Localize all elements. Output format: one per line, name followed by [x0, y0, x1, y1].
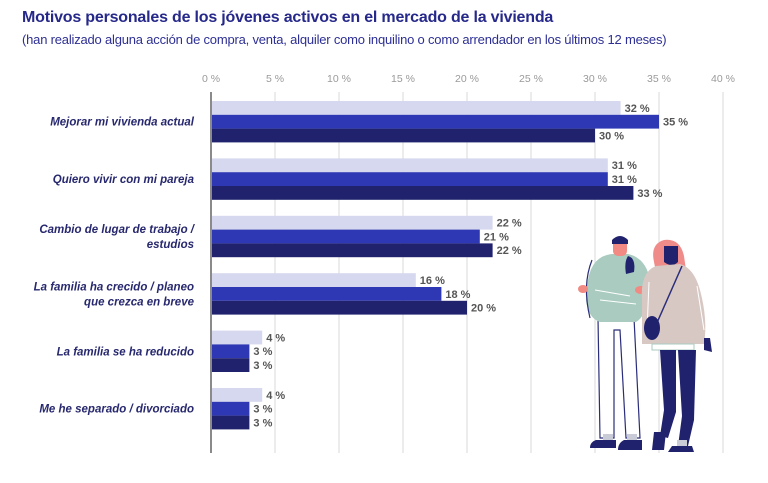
category-label: Quiero vivir con mi pareja	[53, 174, 195, 186]
data-label: 18 %	[445, 289, 470, 301]
woman-figure	[641, 239, 712, 452]
x-tick-label: 20 %	[455, 73, 479, 85]
category-label: Mejorar mi vivienda actual	[50, 117, 195, 129]
bar	[212, 358, 250, 372]
data-label: 30 %	[599, 130, 624, 142]
data-label: 3 %	[253, 404, 272, 416]
x-tick-label: 10 %	[327, 73, 351, 85]
bar	[212, 101, 621, 115]
bar	[212, 158, 608, 173]
chart-subtitle: (han realizado alguna acción de compra, …	[22, 32, 667, 47]
bars	[212, 101, 659, 430]
data-label: 21 %	[484, 231, 509, 243]
category-label: La familia se ha reducido	[57, 346, 194, 358]
data-label: 31 %	[612, 160, 637, 172]
bar	[212, 401, 250, 416]
bar	[212, 273, 416, 287]
x-tick-label: 35 %	[647, 73, 671, 85]
x-tick-label: 5 %	[266, 73, 284, 85]
bar	[212, 215, 493, 230]
category-label: que crezca en breve	[84, 296, 195, 308]
couple-illustration	[578, 236, 712, 452]
data-label: 3 %	[253, 360, 272, 372]
bar	[212, 243, 493, 258]
x-tick-label: 15 %	[391, 73, 415, 85]
data-label: 4 %	[266, 332, 285, 344]
data-label: 4 %	[266, 390, 285, 402]
category-label: Me he separado / divorciado	[39, 404, 194, 416]
category-label: estudios	[147, 239, 194, 251]
category-label: Cambio de lugar de trabajo /	[39, 224, 195, 236]
data-label: 33 %	[637, 188, 662, 200]
bar	[212, 186, 634, 200]
x-tick-label: 30 %	[583, 73, 607, 85]
chart-title: Motivos personales de los jóvenes activo…	[22, 9, 554, 26]
bar	[212, 287, 442, 301]
data-label: 3 %	[253, 346, 272, 358]
gridlines: 0 % 5 % 10 % 15 % 20 % 25 % 30 % 35 % 40 %	[202, 73, 735, 453]
data-label: 32 %	[625, 103, 650, 115]
data-label: 35 %	[663, 117, 688, 129]
bar	[212, 415, 250, 430]
bar	[212, 344, 250, 359]
bar	[212, 330, 263, 345]
category-label: La familia ha crecido / planeo	[34, 281, 194, 293]
man-figure	[578, 236, 650, 450]
bar	[212, 128, 595, 143]
data-label: 22 %	[497, 218, 522, 230]
x-tick-label: 40 %	[711, 73, 735, 85]
bar	[212, 114, 659, 129]
data-label: 20 %	[471, 303, 496, 315]
labels: 32 % 35 % 30 % Mejorar mi vivienda actual 31…	[34, 103, 689, 430]
bar	[212, 229, 480, 244]
data-label: 22 %	[497, 245, 522, 257]
data-label: 16 %	[420, 275, 445, 287]
x-tick-label: 0 %	[202, 73, 220, 85]
x-tick-label: 25 %	[519, 73, 543, 85]
data-label: 31 %	[612, 174, 637, 186]
data-label: 3 %	[253, 417, 272, 429]
bar	[212, 388, 263, 402]
bar	[212, 300, 467, 315]
bar	[212, 172, 608, 186]
